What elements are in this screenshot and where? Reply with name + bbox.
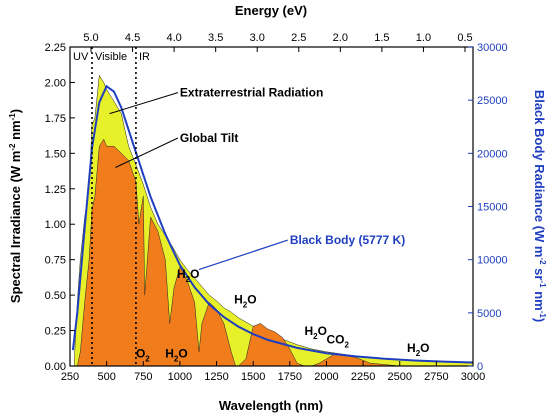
- right-tick-label-4: 20000: [477, 148, 508, 160]
- right-tick-label-6: 30000: [477, 42, 508, 54]
- right-tick-label-0: 0: [477, 361, 483, 373]
- y-tick-label-0: 0.00: [45, 361, 66, 373]
- y-tick-label-3: 0.75: [45, 255, 66, 267]
- right-tick-label-3: 15000: [477, 202, 508, 214]
- top-tick-label-1: 4.5: [125, 32, 140, 44]
- annotation-5: H2O: [304, 324, 326, 341]
- y-tick-label-7: 1.75: [45, 113, 66, 125]
- y-tick-label-8: 2.00: [45, 77, 66, 89]
- x-tick-label-7: 2000: [314, 371, 338, 383]
- x-tick-label-4: 1250: [204, 371, 228, 383]
- right-tick-label-5: 25000: [477, 95, 508, 107]
- annotation-3: H2O: [177, 267, 199, 284]
- x-tick-label-2: 750: [134, 371, 152, 383]
- leader-extraterrestrial: [109, 92, 179, 115]
- region-label-1: Visible: [95, 51, 127, 63]
- x-tick-label-5: 1500: [241, 371, 265, 383]
- top-tick-label-8: 1.0: [416, 32, 431, 44]
- annotation-8: O2: [136, 346, 150, 363]
- region-label-0: UV: [73, 51, 89, 63]
- x-tick-label-3: 1000: [168, 371, 192, 383]
- annotation-4: H2O: [234, 293, 256, 310]
- top-tick-label-5: 2.5: [291, 32, 306, 44]
- x-tick-label-6: 1750: [278, 371, 302, 383]
- y-tick-label-2: 0.50: [45, 290, 66, 302]
- y-tick-label-6: 1.50: [45, 148, 66, 160]
- annotation-1: Global Tilt: [180, 131, 238, 145]
- right-axis-title: Black Body Radiance (W m-2 sr-1 nm-1): [532, 90, 547, 322]
- y-tick-label-4: 1.00: [45, 219, 66, 231]
- y-tick-label-1: 0.25: [45, 326, 66, 338]
- top-tick-label-6: 2.0: [333, 32, 348, 44]
- leader-global-tilt: [115, 137, 179, 168]
- annotation-9: H2O: [165, 346, 187, 363]
- left-axis-title: Spectral Irradiance (W m-2 nm-1): [8, 109, 23, 303]
- annotation-6: CO2: [326, 332, 349, 349]
- x-tick-label-8: 2250: [351, 371, 375, 383]
- leader-black-body: [198, 239, 289, 271]
- top-tick-label-9: 0.5: [457, 32, 472, 44]
- black-body-line: [71, 84, 473, 364]
- top-tick-label-4: 3.0: [250, 32, 265, 44]
- x-tick-label-1: 500: [97, 371, 115, 383]
- x-axis-title: Wavelength (nm): [219, 398, 323, 413]
- y-tick-label-9: 2.25: [45, 42, 66, 54]
- right-tick-label-1: 5000: [477, 308, 501, 320]
- y-tick-label-5: 1.25: [45, 184, 66, 196]
- annotation-2: Black Body (5777 K): [290, 233, 405, 247]
- right-tick-label-2: 10000: [477, 255, 508, 267]
- x-tick-label-0: 250: [61, 371, 79, 383]
- top-axis-title: Energy (eV): [235, 3, 307, 18]
- top-tick-label-0: 5.0: [83, 32, 98, 44]
- top-tick-label-3: 3.5: [208, 32, 223, 44]
- x-tick-label-11: 3000: [461, 371, 485, 383]
- top-tick-label-2: 4.0: [166, 32, 181, 44]
- region-label-2: IR: [139, 51, 150, 63]
- x-tick-label-10: 2750: [424, 371, 448, 383]
- top-tick-label-7: 1.5: [374, 32, 389, 44]
- annotation-7: H2O: [407, 341, 429, 358]
- annotation-0: Extraterrestrial Radiation: [180, 86, 323, 100]
- x-tick-label-9: 2500: [387, 371, 411, 383]
